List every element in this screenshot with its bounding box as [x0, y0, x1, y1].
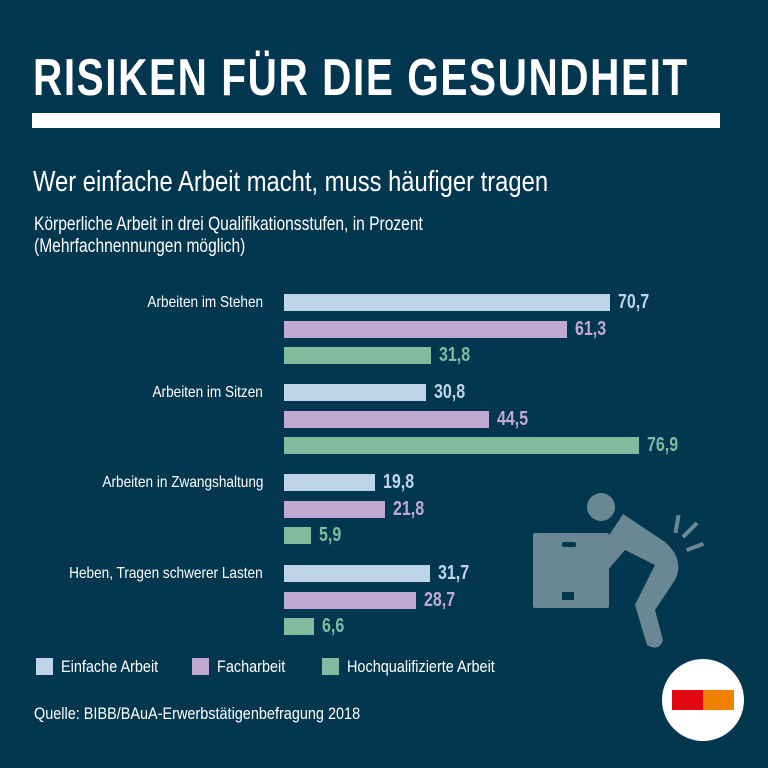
bar	[284, 347, 431, 364]
bar	[284, 294, 610, 311]
legend-swatch	[192, 658, 209, 675]
data-label: 30,8	[434, 381, 466, 403]
legend-swatch	[36, 658, 53, 675]
legend-label: Facharbeit	[217, 657, 286, 676]
bar	[284, 384, 427, 401]
chart-description: Körperliche Arbeit in drei Qualifikation…	[34, 214, 508, 258]
bar	[284, 618, 315, 635]
category-label: Heben, Tragen schwerer Lasten	[69, 565, 263, 582]
source-note: Quelle: BIBB/BAuA-Erwerbstätigenbefragun…	[34, 704, 361, 723]
data-label: 76,9	[646, 434, 678, 456]
description-line-1: Körperliche Arbeit in drei Qualifikation…	[34, 214, 423, 235]
data-label: 19,8	[383, 471, 415, 493]
logo	[662, 659, 744, 741]
category-label: Arbeiten in Zwangshaltung	[101, 474, 263, 491]
description-line-2: (Mehrfachnennungen möglich)	[34, 236, 246, 257]
title-underline	[32, 113, 720, 128]
data-label: 70,7	[618, 291, 650, 313]
legend-label: Einfache Arbeit	[61, 657, 159, 676]
bar	[284, 410, 490, 428]
title-text: RISIKEN FÜR DIE GESUNDHEIT	[33, 49, 689, 107]
legend-swatch	[322, 658, 339, 675]
bar	[284, 527, 312, 544]
data-label: 5,9	[319, 524, 342, 546]
bar	[284, 437, 639, 454]
chart-subtitle: Wer einfache Arbeit macht, muss häufiger…	[33, 166, 661, 199]
person-lifting-box-back-pain-icon	[533, 493, 705, 648]
bar	[284, 591, 417, 609]
data-label: 61,3	[574, 317, 606, 340]
category-label: Arbeiten im Sitzen	[152, 384, 263, 401]
bar	[284, 320, 567, 338]
logo-orange-block	[703, 690, 734, 710]
data-label: 31,8	[438, 344, 470, 366]
bar	[284, 474, 376, 491]
bar	[284, 565, 431, 582]
data-label: 44,5	[497, 407, 529, 430]
page-title: RISIKEN FÜR DIE GESUNDHEIT	[33, 48, 768, 108]
bar	[284, 500, 385, 518]
data-label: 31,7	[438, 562, 470, 584]
data-label: 6,6	[322, 615, 345, 637]
legend-label: Hochqualifizierte Arbeit	[347, 657, 495, 676]
category-label: Arbeiten im Stehen	[147, 294, 263, 311]
data-label: 21,8	[392, 497, 424, 520]
logo-red-block	[672, 690, 703, 710]
subtitle-text: Wer einfache Arbeit macht, muss häufiger…	[33, 166, 549, 198]
data-label: 28,7	[424, 588, 456, 611]
